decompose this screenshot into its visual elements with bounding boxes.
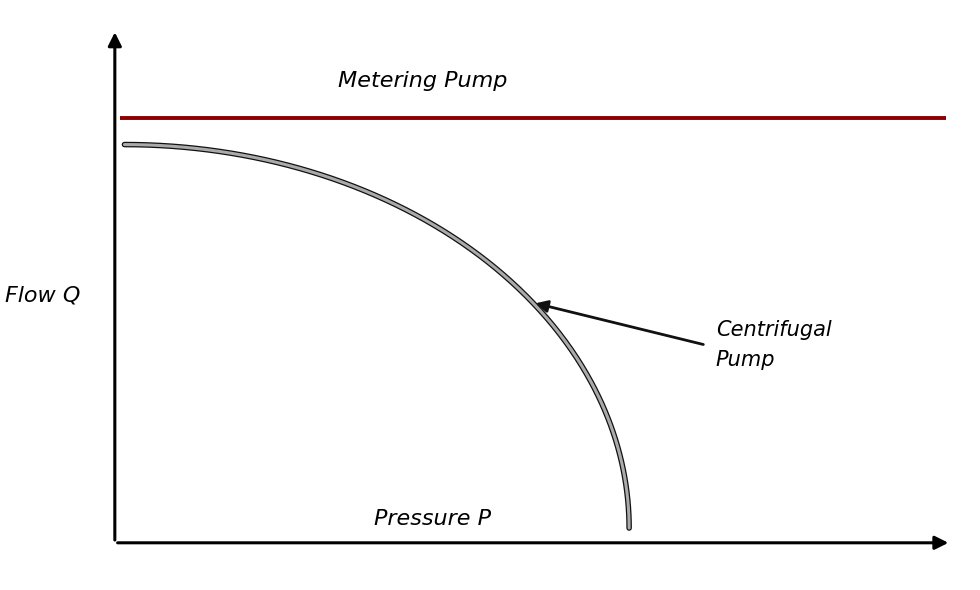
Text: Metering Pump: Metering Pump [338, 71, 507, 91]
Text: Pump: Pump [715, 350, 775, 370]
Text: Pressure P: Pressure P [373, 509, 491, 529]
Text: Flow Q: Flow Q [5, 285, 80, 305]
Text: Centrifugal: Centrifugal [715, 320, 831, 340]
